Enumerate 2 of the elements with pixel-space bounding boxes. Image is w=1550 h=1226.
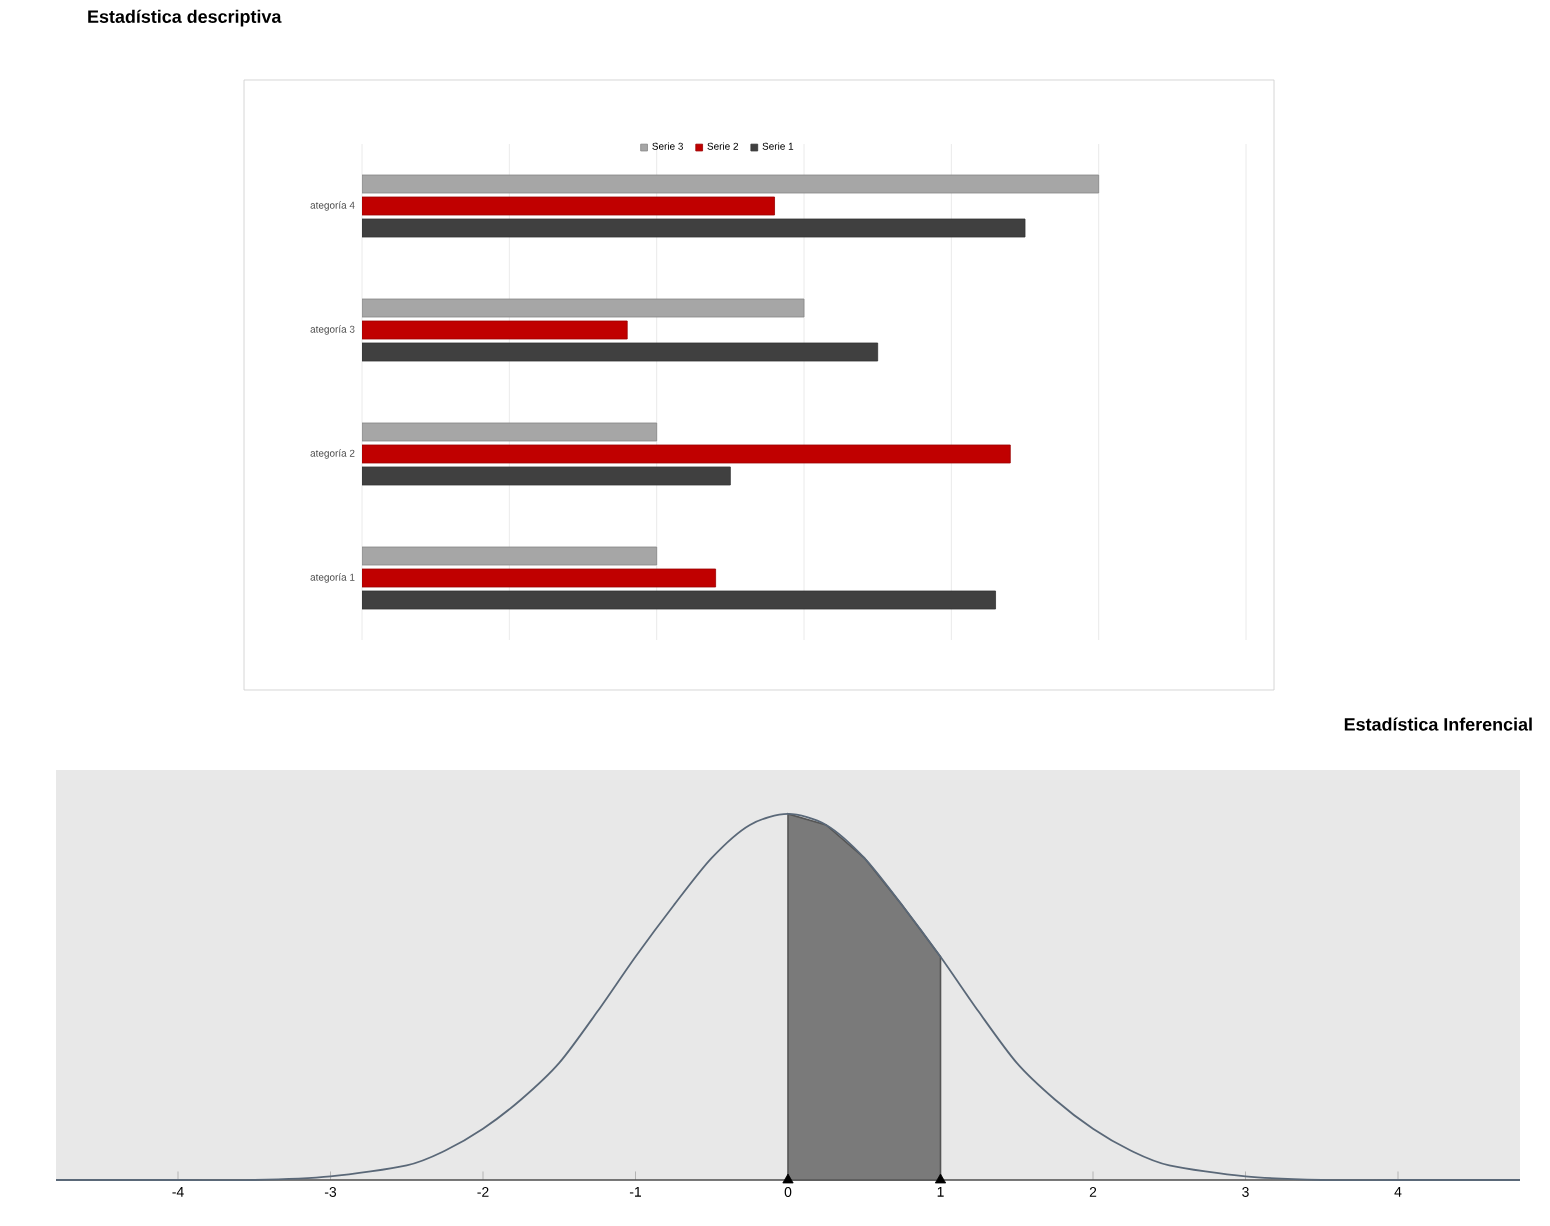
chart-title: Estadística Inferencial — [1344, 717, 1532, 731]
text: Estadística descriptiva — [88, 9, 282, 27]
